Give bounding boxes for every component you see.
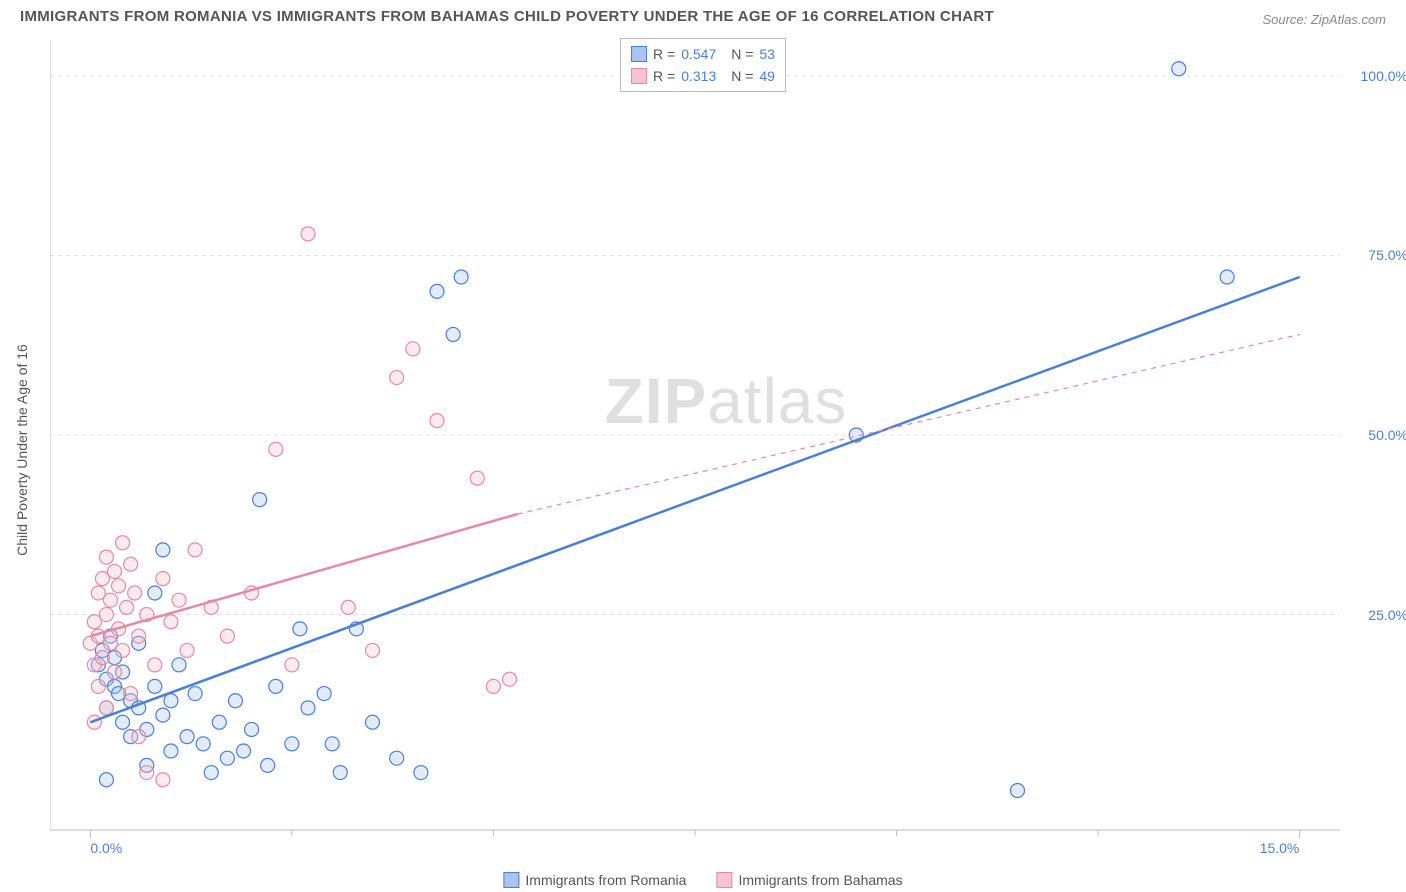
legend-stats-row-bahamas: R = 0.313 N = 49 [631, 65, 775, 87]
legend-stats-row-romania: R = 0.547 N = 53 [631, 43, 775, 65]
n-prefix: N = [731, 68, 753, 84]
source-label: Source: ZipAtlas.com [1262, 12, 1386, 27]
r-prefix: R = [653, 46, 675, 62]
legend-stats: R = 0.547 N = 53 R = 0.313 N = 49 [620, 38, 786, 92]
legend-label-romania: Immigrants from Romania [525, 872, 686, 888]
n-value-bahamas: 49 [759, 68, 775, 84]
y-tick-label: 100.0% [1361, 68, 1406, 84]
n-prefix: N = [731, 46, 753, 62]
y-tick-label: 25.0% [1368, 607, 1406, 623]
r-value-romania: 0.547 [681, 46, 725, 62]
scatter-plot [50, 40, 1350, 860]
y-tick-label: 50.0% [1368, 427, 1406, 443]
legend-swatch-romania [631, 46, 647, 62]
legend-item-bahamas: Immigrants from Bahamas [716, 872, 902, 888]
legend-label-bahamas: Immigrants from Bahamas [738, 872, 902, 888]
legend-swatch-bahamas [716, 872, 732, 888]
y-axis-label: Child Poverty Under the Age of 16 [14, 344, 30, 556]
chart-area: Child Poverty Under the Age of 16 ZIPatl… [50, 40, 1350, 860]
legend-swatch-bahamas [631, 68, 647, 84]
y-tick-label: 75.0% [1368, 247, 1406, 263]
legend-item-romania: Immigrants from Romania [503, 872, 686, 888]
x-tick-label: 15.0% [1260, 840, 1300, 856]
x-tick-label: 0.0% [90, 840, 122, 856]
r-prefix: R = [653, 68, 675, 84]
legend-swatch-romania [503, 872, 519, 888]
r-value-bahamas: 0.313 [681, 68, 725, 84]
chart-title: IMMIGRANTS FROM ROMANIA VS IMMIGRANTS FR… [20, 8, 994, 25]
legend-series: Immigrants from Romania Immigrants from … [503, 872, 902, 888]
n-value-romania: 53 [759, 46, 775, 62]
